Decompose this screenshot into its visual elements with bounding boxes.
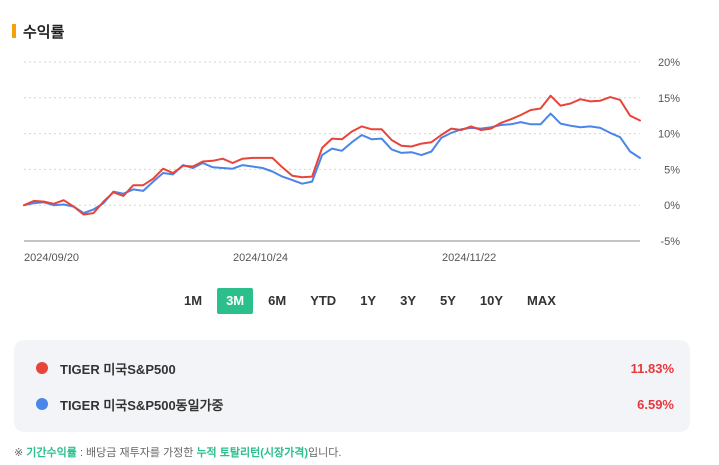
footnote-highlight: 누적 토탈리턴(시장가격) bbox=[196, 447, 309, 459]
period-button-3m[interactable]: 3M bbox=[217, 288, 254, 314]
y-tick-label: 15% bbox=[658, 93, 680, 105]
series-line-sp500 bbox=[23, 94, 641, 216]
section-header: 수익률 bbox=[12, 22, 65, 41]
section-marker bbox=[12, 24, 16, 38]
period-button-10y[interactable]: 10Y bbox=[479, 293, 504, 308]
footnote-mark: ※ bbox=[14, 447, 24, 459]
period-button-max[interactable]: MAX bbox=[527, 293, 556, 308]
y-tick-label: -5% bbox=[660, 236, 680, 248]
legend-value-sp500-equal-weight: 6.59% bbox=[637, 396, 674, 412]
x-tick-label: 2024/10/24 bbox=[233, 252, 288, 264]
legend-row-sp500-equal-weight: TIGER 미국S&P500동일가중 6.59% bbox=[14, 394, 690, 414]
legend-name-sp500-equal-weight: TIGER 미국S&P500동일가중 bbox=[60, 397, 224, 413]
legend-name-sp500: TIGER 미국S&P500 bbox=[60, 361, 176, 377]
y-tick-label: 0% bbox=[664, 200, 680, 212]
period-button-3y[interactable]: 3Y bbox=[400, 293, 416, 308]
legend-panel: TIGER 미국S&P500 11.83% TIGER 미국S&P500동일가중… bbox=[14, 340, 690, 432]
footnote-text-2: 입니다. bbox=[308, 447, 342, 459]
legend-value-sp500: 11.83% bbox=[630, 360, 674, 376]
footnote-label: 기간수익률 bbox=[26, 447, 77, 459]
period-selector: 1M 3M 6M YTD 1Y 3Y 5Y 10Y MAX bbox=[172, 288, 568, 314]
legend-row-sp500: TIGER 미국S&P500 11.83% bbox=[14, 358, 690, 378]
return-line-chart: 20% 15% 10% 5% 0% -5% 2024/09/20 2024/10/24 2024… bbox=[23, 57, 680, 264]
period-button-5y[interactable]: 5Y bbox=[440, 293, 456, 308]
period-button-ytd[interactable]: YTD bbox=[310, 293, 337, 308]
y-tick-label: 20% bbox=[658, 57, 680, 69]
section-title: 수익률 bbox=[23, 23, 65, 41]
legend-dot-sp500 bbox=[36, 362, 48, 374]
legend-dot-sp500-equal-weight bbox=[36, 398, 48, 410]
y-tick-label: 10% bbox=[658, 129, 680, 141]
y-tick-label: 5% bbox=[664, 164, 680, 176]
period-button-6m[interactable]: 6M bbox=[268, 293, 287, 308]
series-line-sp500-equal-weight bbox=[23, 112, 641, 215]
footnote: ※ 기간수익률 : 배당금 재투자를 가정한 누적 토탈리턴(시장가격)입니다. bbox=[14, 444, 341, 460]
period-button-1m[interactable]: 1M bbox=[184, 293, 203, 308]
period-button-1y[interactable]: 1Y bbox=[360, 293, 377, 308]
footnote-text-1: : 배당금 재투자를 가정한 bbox=[76, 447, 197, 459]
x-tick-label: 2024/11/22 bbox=[442, 252, 496, 264]
x-tick-label: 2024/09/20 bbox=[24, 252, 79, 264]
